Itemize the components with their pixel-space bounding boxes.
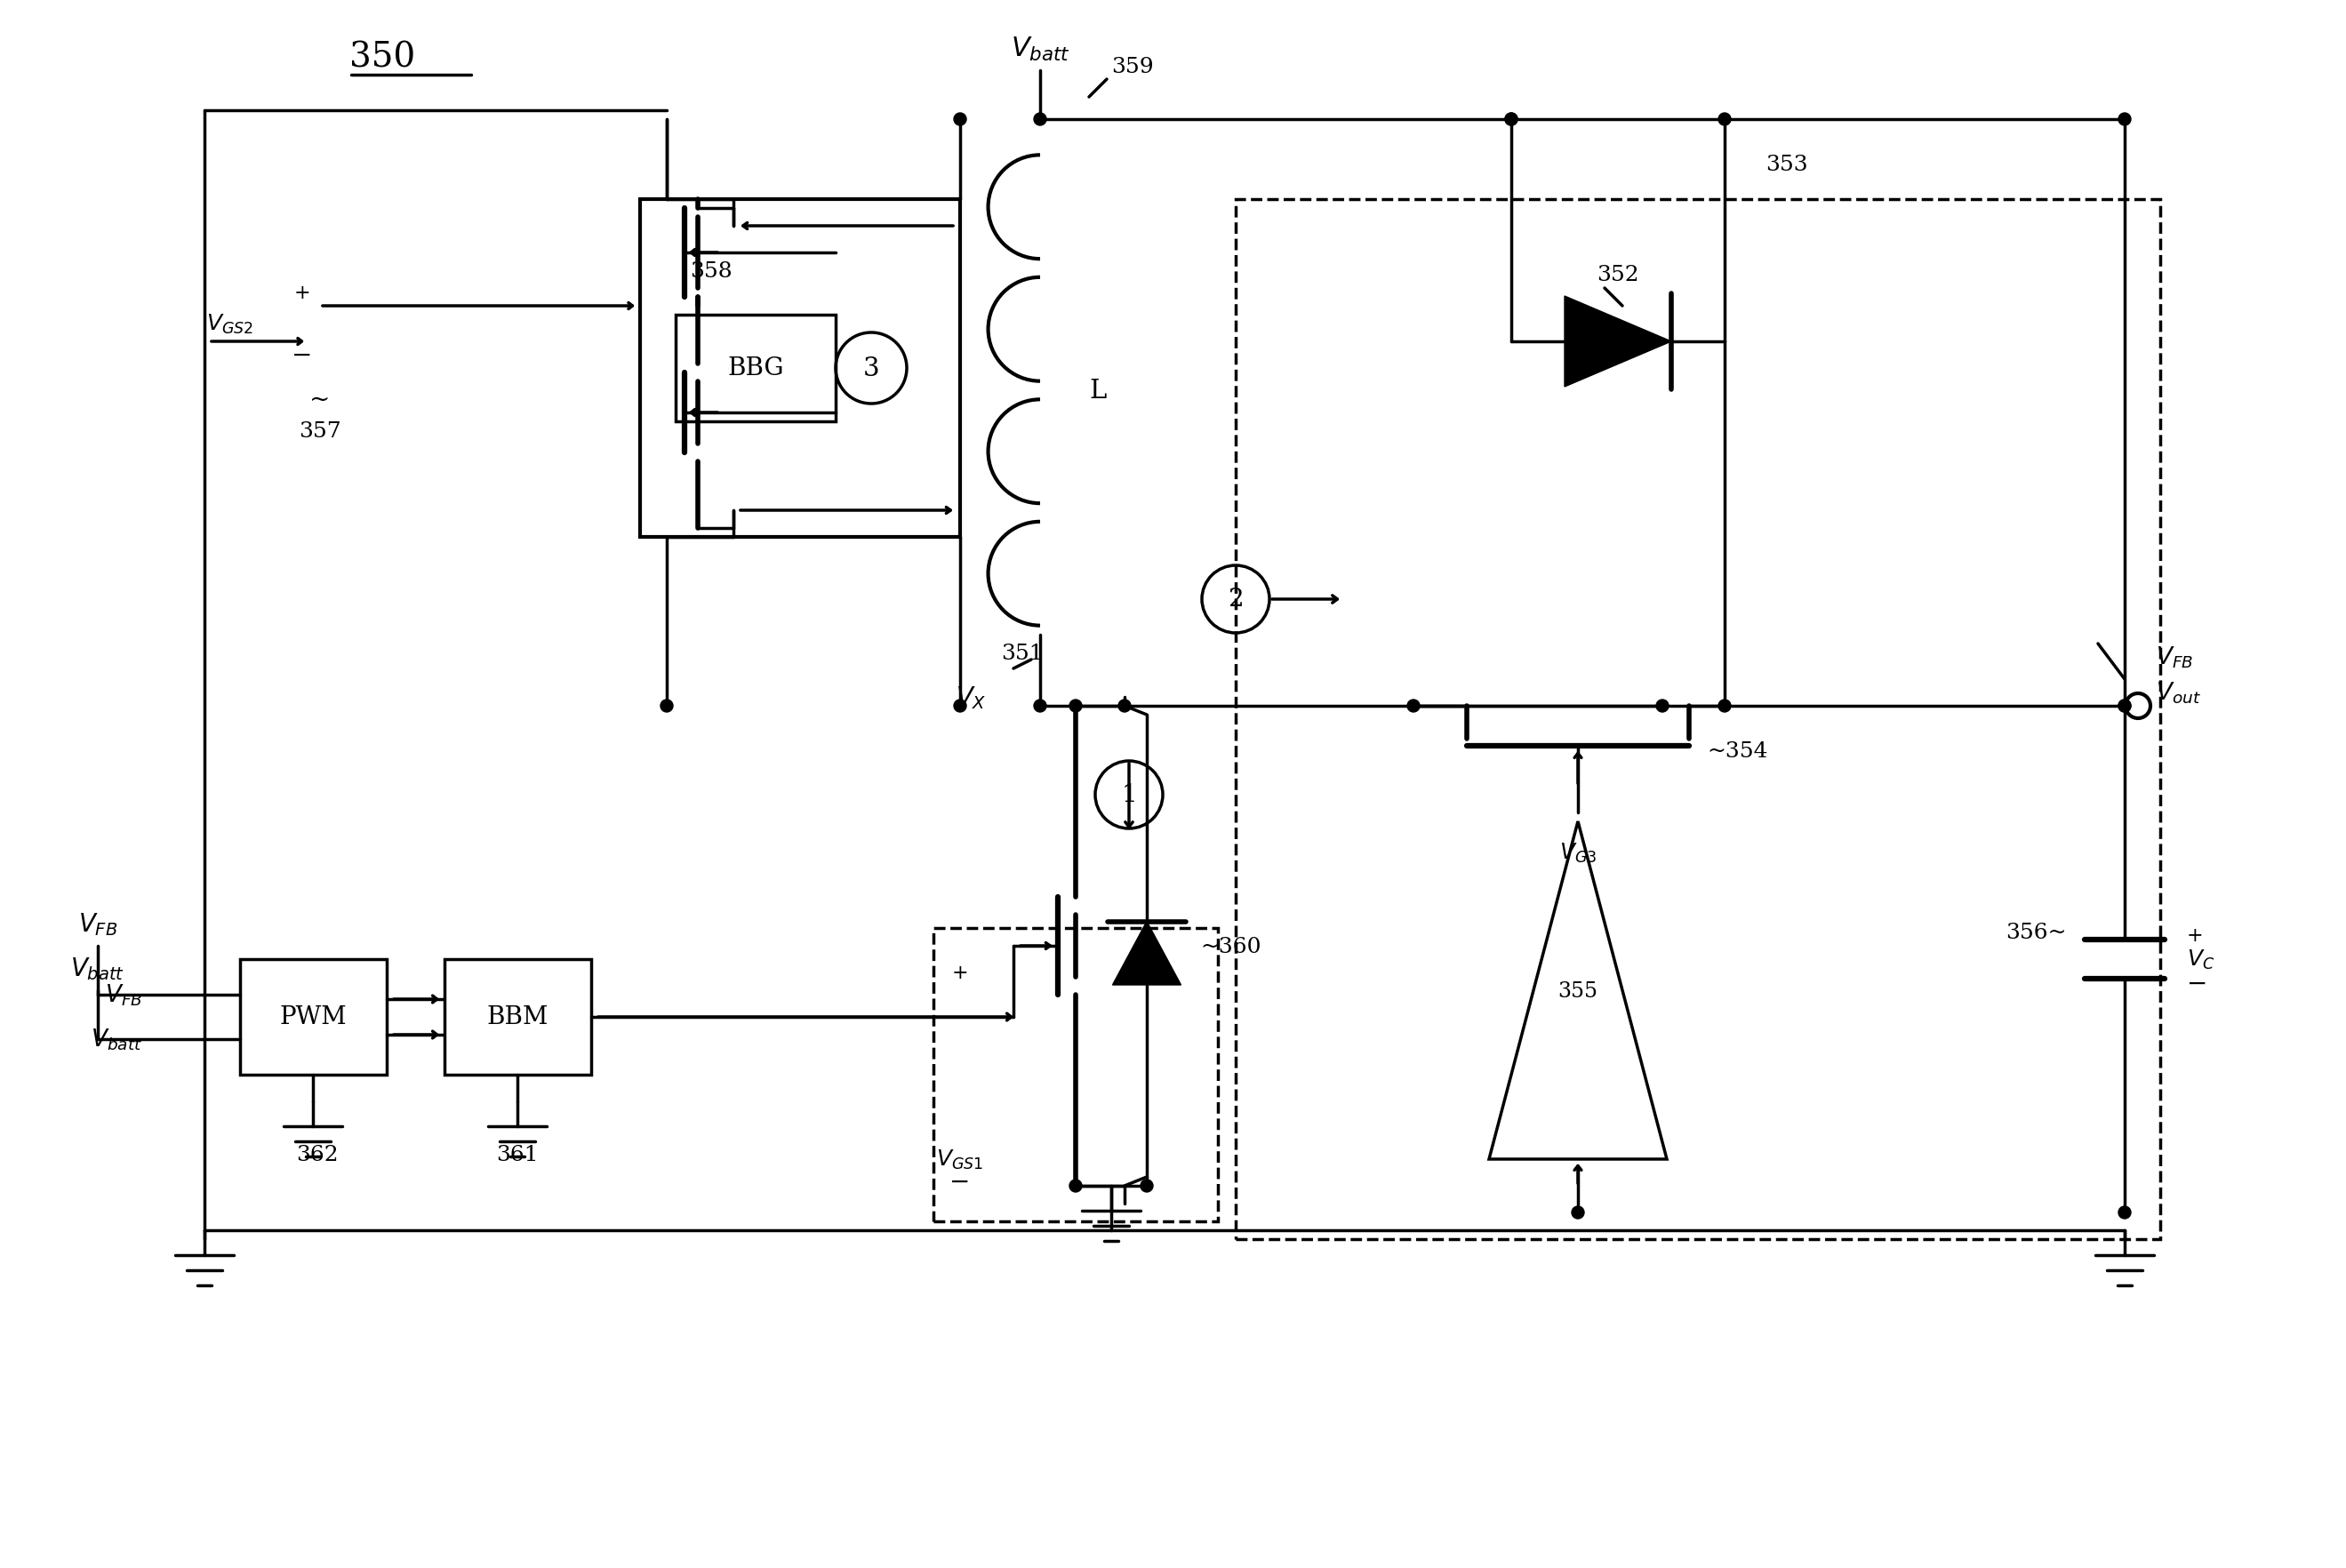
Bar xyxy=(676,315,835,422)
Text: 356~: 356~ xyxy=(2006,922,2067,942)
Text: $V_{GS1}$: $V_{GS1}$ xyxy=(936,1148,983,1171)
Text: 352: 352 xyxy=(1598,265,1640,285)
Text: 2: 2 xyxy=(1227,588,1243,612)
Text: $V_C$: $V_C$ xyxy=(2186,947,2215,971)
Bar xyxy=(239,960,387,1076)
Text: 3: 3 xyxy=(863,356,880,381)
Text: ~: ~ xyxy=(310,387,331,412)
Text: −: − xyxy=(291,343,312,367)
Circle shape xyxy=(1035,114,1046,125)
Polygon shape xyxy=(1112,922,1180,985)
Circle shape xyxy=(955,114,967,125)
Text: ~354: ~354 xyxy=(1708,740,1769,760)
Text: $V_{batt}$: $V_{batt}$ xyxy=(1011,34,1070,63)
Circle shape xyxy=(2118,1206,2130,1218)
Text: 362: 362 xyxy=(296,1145,338,1165)
Text: $V_{batt}$: $V_{batt}$ xyxy=(91,1027,143,1052)
Text: PWM: PWM xyxy=(279,1005,347,1029)
Circle shape xyxy=(1070,699,1082,712)
Circle shape xyxy=(1035,699,1046,712)
Circle shape xyxy=(1506,114,1518,125)
Text: 359: 359 xyxy=(1112,56,1154,77)
Text: BBM: BBM xyxy=(486,1005,549,1029)
Text: 353: 353 xyxy=(1767,154,1809,174)
Text: $V_{batt}$: $V_{batt}$ xyxy=(70,955,124,982)
Circle shape xyxy=(1140,1179,1152,1192)
Circle shape xyxy=(1070,1179,1082,1192)
Text: $V_{G3}$: $V_{G3}$ xyxy=(1560,840,1598,864)
Circle shape xyxy=(955,699,967,712)
Text: −: − xyxy=(950,1170,971,1193)
Text: $V_{FB}$: $V_{FB}$ xyxy=(2156,644,2194,670)
Text: ~360: ~360 xyxy=(1201,936,1262,956)
Circle shape xyxy=(1572,1206,1584,1218)
Text: 358: 358 xyxy=(690,260,732,281)
Text: $V_{FB}$: $V_{FB}$ xyxy=(106,982,143,1008)
Text: +: + xyxy=(952,963,969,983)
Circle shape xyxy=(2118,699,2130,712)
Polygon shape xyxy=(1565,296,1670,387)
Text: 1: 1 xyxy=(1121,782,1138,808)
Text: $V_{out}$: $V_{out}$ xyxy=(2156,681,2201,706)
Text: $V_X$: $V_X$ xyxy=(955,684,988,710)
Bar xyxy=(934,928,1218,1221)
Circle shape xyxy=(1656,699,1668,712)
Circle shape xyxy=(1717,114,1731,125)
Text: 351: 351 xyxy=(1002,643,1044,663)
Bar xyxy=(443,960,591,1076)
Text: 355: 355 xyxy=(1558,980,1598,1000)
Bar xyxy=(640,199,960,538)
Circle shape xyxy=(1408,699,1419,712)
Bar xyxy=(1236,199,2161,1239)
Text: 361: 361 xyxy=(497,1145,540,1165)
Text: 350: 350 xyxy=(350,41,415,74)
Circle shape xyxy=(662,699,673,712)
Text: +: + xyxy=(2186,925,2203,946)
Circle shape xyxy=(1506,114,1518,125)
Text: −: − xyxy=(2186,972,2208,996)
Text: BBG: BBG xyxy=(727,356,784,381)
Text: $V_{FB}$: $V_{FB}$ xyxy=(77,911,117,938)
Text: +: + xyxy=(293,284,310,303)
Circle shape xyxy=(2118,114,2130,125)
Circle shape xyxy=(1717,699,1731,712)
Circle shape xyxy=(2118,699,2130,712)
Text: L: L xyxy=(1089,378,1107,403)
Text: $V_{GS2}$: $V_{GS2}$ xyxy=(206,312,253,336)
Circle shape xyxy=(1119,699,1131,712)
Text: 357: 357 xyxy=(298,420,340,441)
